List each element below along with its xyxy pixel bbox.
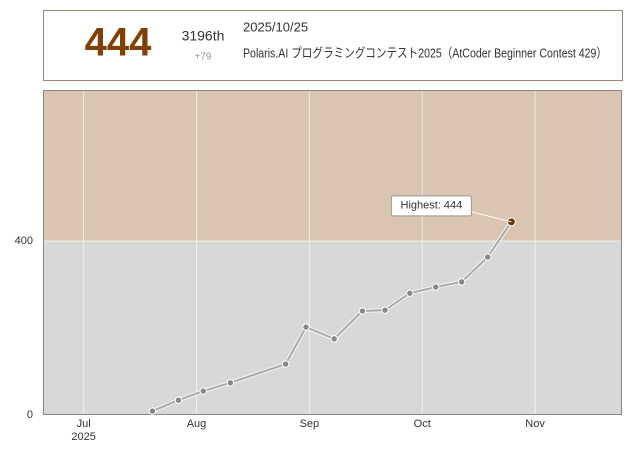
point xyxy=(458,278,466,286)
point xyxy=(381,306,389,314)
x-tick-label: Sep xyxy=(300,418,320,430)
rating-band xyxy=(43,90,622,241)
point xyxy=(174,396,183,404)
y-tick-label: 400 xyxy=(15,235,33,247)
x-tick-sublabel: 2025 xyxy=(71,431,95,443)
point xyxy=(432,283,440,291)
point xyxy=(148,407,157,415)
x-tick-label: Jul xyxy=(77,418,91,430)
x-tick-label: Oct xyxy=(414,418,431,430)
header-box xyxy=(43,10,623,81)
point xyxy=(226,379,235,387)
y-tick-label: 0 xyxy=(27,409,33,421)
highest-point xyxy=(506,217,516,227)
point xyxy=(483,253,492,261)
point xyxy=(281,360,290,368)
rank: 3196th xyxy=(182,28,225,44)
contest-date: 2025/10/25 xyxy=(243,19,308,34)
point xyxy=(302,323,310,331)
point xyxy=(199,387,207,395)
annotation-box xyxy=(390,195,472,217)
annotation: Highest: 444 xyxy=(401,200,463,212)
rating-band xyxy=(43,240,622,415)
point xyxy=(406,289,414,297)
x-tick-label: Aug xyxy=(187,418,207,430)
plot-border xyxy=(43,90,622,415)
annotation-leader xyxy=(467,210,512,223)
x-tick-label: Nov xyxy=(525,418,545,430)
rating-diff: +79 xyxy=(195,52,212,63)
point xyxy=(330,335,338,343)
point xyxy=(358,307,367,315)
contest-name: Polaris.AI プログラミングコンテスト2025（AtCoder Begi… xyxy=(243,45,607,60)
rating: 444 xyxy=(85,21,152,65)
rating-line xyxy=(152,221,513,413)
